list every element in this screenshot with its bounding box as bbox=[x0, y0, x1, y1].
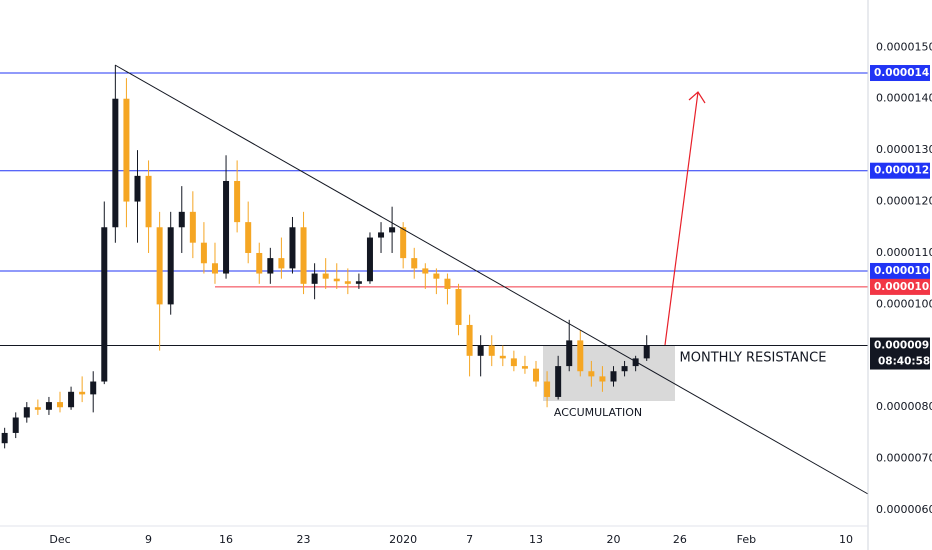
candle-body bbox=[245, 222, 252, 253]
x-tick-label: Dec bbox=[49, 533, 70, 546]
y-tick-label: 0.00000600 bbox=[876, 503, 932, 516]
candle-body bbox=[544, 381, 551, 397]
candle-body bbox=[112, 98, 119, 228]
candle-body bbox=[12, 417, 19, 433]
trend-line bbox=[114, 64, 869, 495]
candle-body bbox=[167, 227, 174, 305]
x-tick-label: 16 bbox=[219, 533, 233, 546]
price-label: 0.00001260 bbox=[874, 165, 932, 177]
candle-body bbox=[200, 242, 207, 264]
candle-body bbox=[422, 268, 429, 274]
annotation: ACCUMULATION bbox=[554, 406, 642, 419]
candle-body bbox=[444, 278, 451, 289]
candle-body bbox=[68, 391, 75, 408]
candle-body bbox=[223, 180, 230, 274]
candle-body bbox=[599, 376, 606, 382]
y-tick-label: 0.00001000 bbox=[876, 297, 932, 310]
candle-body bbox=[378, 232, 385, 238]
y-tick-label: 0.00000800 bbox=[876, 400, 932, 413]
candle-body bbox=[643, 345, 650, 359]
candle-body bbox=[278, 258, 285, 269]
candle-body bbox=[178, 211, 185, 228]
candle-body bbox=[588, 371, 595, 377]
accumulation-box bbox=[543, 345, 675, 401]
x-tick-label: 9 bbox=[145, 533, 152, 546]
candle-body bbox=[344, 281, 351, 284]
candle-body bbox=[488, 345, 495, 356]
price-label-box bbox=[870, 65, 930, 82]
candle-body bbox=[123, 98, 130, 202]
candle-body bbox=[632, 358, 639, 367]
x-tick-label: 10 bbox=[839, 533, 853, 546]
candle-body bbox=[211, 263, 218, 274]
candle-body bbox=[400, 227, 407, 259]
candle-body bbox=[389, 227, 396, 233]
candle-body bbox=[134, 175, 141, 202]
candle-body bbox=[621, 366, 628, 372]
candle-body bbox=[433, 273, 440, 279]
candle-body bbox=[23, 407, 30, 418]
candle-body bbox=[45, 402, 52, 410]
candle-body bbox=[333, 278, 340, 282]
price-label-box bbox=[870, 262, 930, 279]
candle-body bbox=[533, 368, 540, 382]
candle-body bbox=[566, 340, 573, 367]
y-tick-label: 0.00000700 bbox=[876, 452, 932, 465]
candle-body bbox=[189, 211, 196, 243]
price-label-box bbox=[870, 162, 930, 179]
projection-arrow bbox=[664, 91, 706, 346]
y-tick-label: 0.00001200 bbox=[876, 195, 932, 208]
candle-body bbox=[577, 340, 584, 372]
candle-body bbox=[355, 281, 362, 284]
price-label-box bbox=[870, 278, 930, 295]
y-tick-label: 0.00001100 bbox=[876, 246, 932, 259]
x-tick-label: 13 bbox=[529, 533, 543, 546]
candle-body bbox=[300, 227, 307, 284]
candle-body bbox=[156, 227, 163, 305]
x-tick-label: 23 bbox=[297, 533, 311, 546]
candle-body bbox=[256, 252, 263, 274]
annotation: MONTHLY RESISTANCE bbox=[680, 351, 827, 366]
price-label: 0.00000920 bbox=[874, 340, 932, 352]
candle-body bbox=[411, 258, 418, 269]
x-tick-label: 20 bbox=[607, 533, 621, 546]
candle-body bbox=[289, 227, 296, 269]
candle-body bbox=[79, 391, 86, 395]
candle-body bbox=[366, 237, 373, 282]
candle-body bbox=[234, 180, 241, 223]
candle-body bbox=[57, 402, 63, 408]
price-label: 0.00001065 bbox=[874, 265, 932, 277]
candle-body bbox=[455, 288, 462, 325]
candle-body bbox=[466, 324, 473, 356]
x-tick-label: 2020 bbox=[389, 533, 417, 546]
candle-body bbox=[1, 432, 8, 444]
countdown: 08:40:58 bbox=[878, 356, 930, 368]
x-tick-label: 7 bbox=[466, 533, 473, 546]
candle-body bbox=[555, 366, 562, 397]
y-tick-label: 0.00001400 bbox=[876, 92, 932, 105]
candle-body bbox=[322, 273, 329, 279]
candle-body bbox=[477, 345, 484, 356]
price-label: 0.00001450 bbox=[874, 67, 932, 79]
price-label-box bbox=[870, 337, 930, 370]
candle-body bbox=[499, 355, 506, 359]
y-tick-label: 0.00001500 bbox=[876, 40, 932, 53]
candle-body bbox=[521, 366, 528, 369]
x-tick-label: 26 bbox=[673, 533, 687, 546]
candle-body bbox=[610, 371, 617, 382]
candle-body bbox=[101, 227, 108, 382]
candle-body bbox=[510, 358, 517, 367]
candle-body bbox=[311, 273, 318, 284]
candle-body bbox=[145, 175, 152, 228]
y-tick-label: 0.00001300 bbox=[876, 143, 932, 156]
candle-body bbox=[34, 407, 41, 410]
x-tick-label: Feb bbox=[737, 533, 756, 546]
price-label: 0.00001034 bbox=[874, 281, 932, 293]
candle-body bbox=[90, 381, 97, 395]
candle-body bbox=[267, 258, 274, 274]
